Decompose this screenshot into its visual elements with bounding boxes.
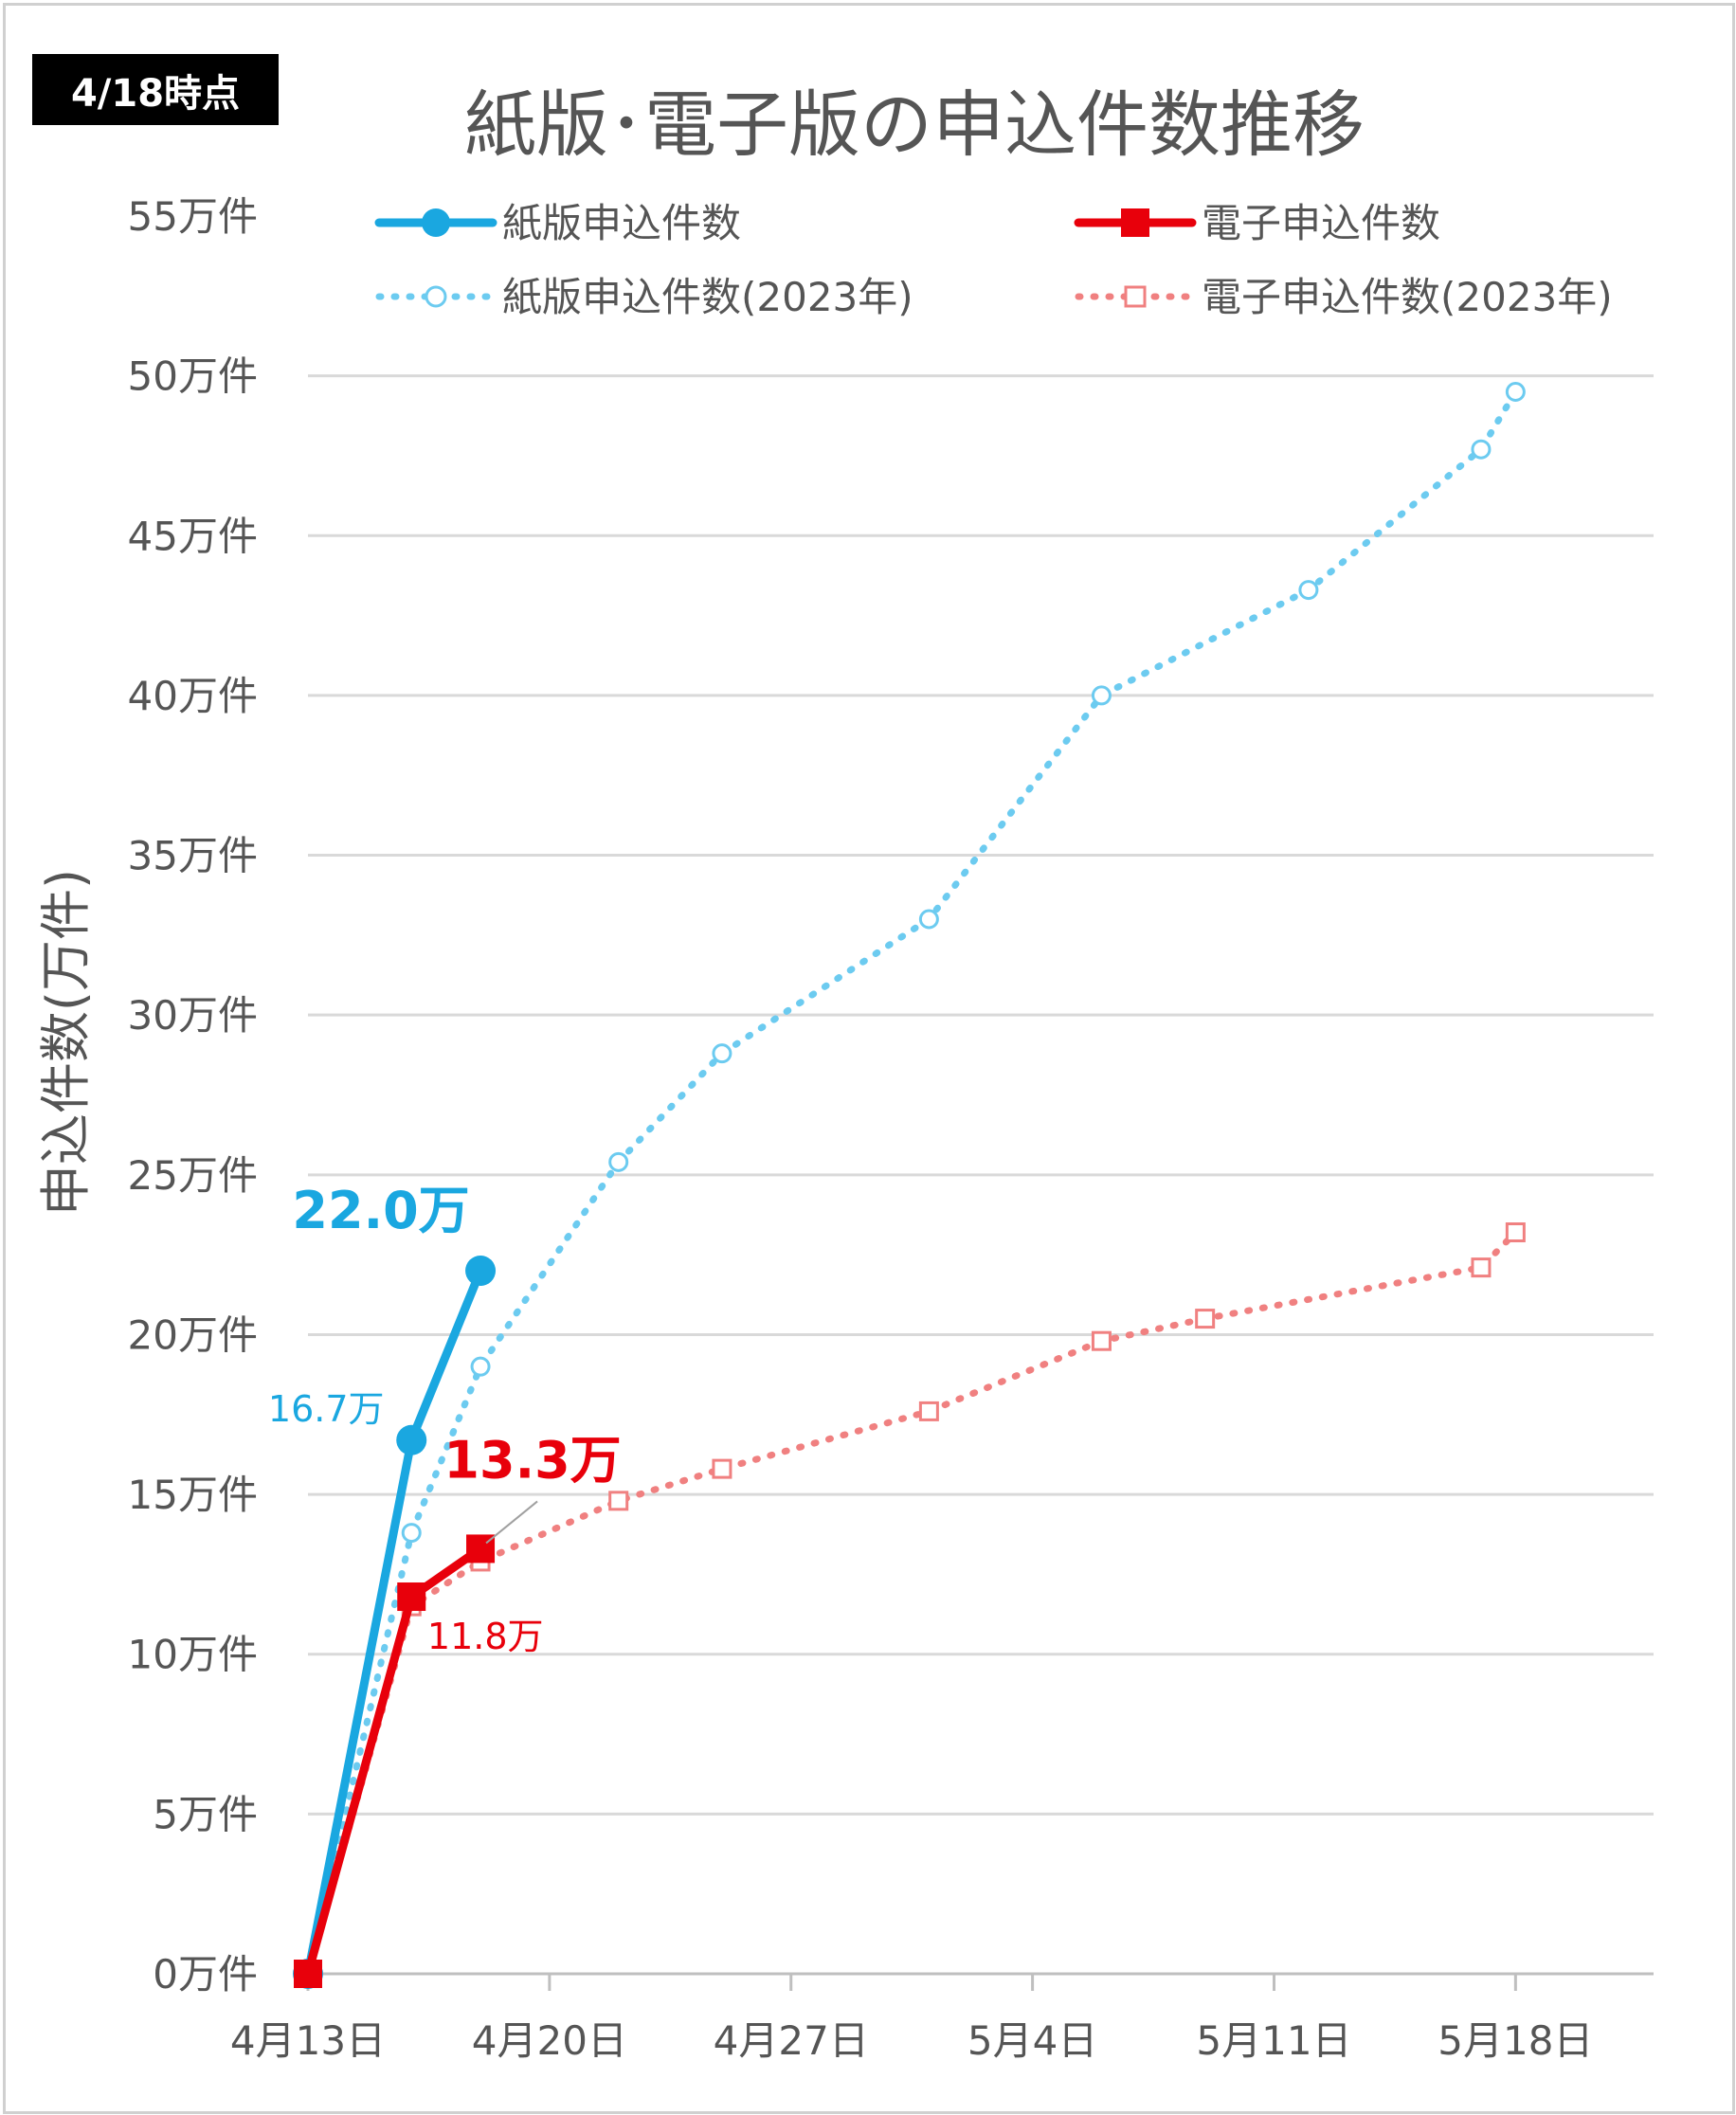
y-tick-label: 35万件 [128, 833, 258, 879]
y-tick-label: 25万件 [128, 1152, 258, 1199]
data-point [397, 1582, 426, 1612]
x-tick-label: 5月18日 [1438, 2017, 1593, 2064]
y-tick-label: 15万件 [128, 1472, 258, 1518]
data-label: 11.8万 [427, 1616, 544, 1657]
y-tick-label: 50万件 [128, 353, 258, 400]
legend-label: 紙版申込件数(2023年) [502, 274, 913, 320]
chart-title: 紙版･電子版の申込件数推移 [464, 82, 1365, 167]
chart-frame [3, 3, 1735, 2114]
data-point [918, 1401, 939, 1421]
y-tick-label: 0万件 [153, 1951, 258, 1998]
data-point [1505, 382, 1526, 402]
legend-label: 電子申込件数 [1202, 200, 1440, 246]
data-point [918, 909, 939, 930]
series-line [304, 389, 1519, 1978]
y-tick-label: 55万件 [128, 193, 258, 240]
data-point [608, 1491, 629, 1511]
x-tick-label: 4月13日 [230, 2017, 386, 2064]
data-label: 22.0万 [292, 1181, 469, 1240]
data-point [712, 1458, 732, 1479]
y-axis-label: 申込件数(万件) [36, 869, 96, 1216]
x-tick-label: 5月11日 [1196, 2017, 1351, 2064]
y-tick-labels: 0万件 5万件 10万件 15万件 20万件 25万件 30万件 35万件 40万件 45万件 50… [128, 193, 258, 1998]
legend-label: 電子申込件数(2023年) [1202, 274, 1613, 320]
x-tick-label: 5月4日 [967, 2017, 1097, 2064]
data-point [1298, 580, 1319, 601]
legend-label: 紙版申込件数 [502, 200, 741, 246]
data-point [401, 1523, 422, 1544]
x-tick-label: 4月20日 [472, 2017, 627, 2064]
data-point [425, 285, 447, 308]
y-tick-label: 30万件 [128, 992, 258, 1039]
date-badge: 4/18時点 [32, 54, 279, 125]
leader-line [485, 1500, 538, 1545]
data-point [396, 1424, 427, 1455]
y-tick-label: 40万件 [128, 673, 258, 719]
data-point [1195, 1309, 1216, 1329]
data-point [1505, 1222, 1526, 1243]
data-point [1124, 285, 1147, 308]
data-point [422, 208, 450, 237]
y-tick-label: 10万件 [128, 1632, 258, 1678]
y-tick-label: 20万件 [128, 1311, 258, 1358]
series-line [304, 1229, 1519, 1978]
data-point [1471, 439, 1492, 460]
data-point [1471, 1257, 1492, 1278]
x-tick-label: 4月27日 [714, 2017, 869, 2064]
data-point [470, 1356, 491, 1377]
data-label: 16.7万 [268, 1388, 385, 1430]
data-point [712, 1043, 732, 1064]
data-point [1091, 685, 1112, 706]
y-tick-label: 45万件 [128, 513, 258, 559]
grid-lines [308, 374, 1654, 1816]
data-point [465, 1256, 497, 1286]
x-tick-labels: 4月13日 4月20日 4月27日 5月4日 5月11日 5月18日 [230, 2017, 1594, 2064]
data-label: 13.3万 [443, 1430, 621, 1490]
data-point [608, 1151, 629, 1172]
series-lines [293, 382, 1526, 1989]
series-line [303, 1544, 485, 1979]
data-labels: 22.0万 16.7万 13.3万 11.8万 [268, 1181, 622, 1657]
data-point [1121, 208, 1149, 237]
y-tick-label: 5万件 [153, 1791, 258, 1837]
data-point [1091, 1330, 1112, 1351]
axes [306, 1972, 1654, 1991]
data-point [294, 1960, 322, 1988]
